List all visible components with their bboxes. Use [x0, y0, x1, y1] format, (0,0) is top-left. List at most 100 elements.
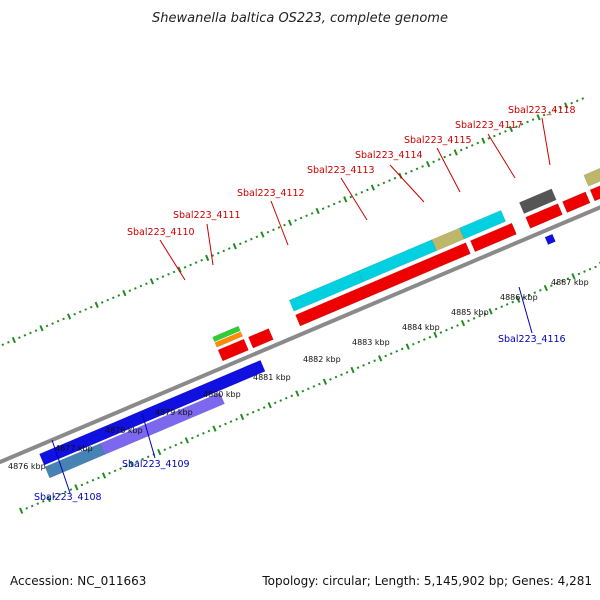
gene-label[interactable]: Sbal223_4112: [237, 188, 305, 199]
bottom-tick: [69, 488, 73, 491]
top-tick: [172, 270, 176, 274]
bottom-tick: [550, 284, 553, 287]
top-tick: [377, 183, 380, 187]
bottom-tick: [571, 273, 576, 280]
top-tick: [321, 207, 325, 211]
bottom-tick: [224, 422, 227, 426]
bottom-tick: [146, 455, 150, 459]
gene-leader-line: [270, 200, 289, 246]
bottom-tick: [467, 319, 470, 323]
top-tick: [332, 202, 336, 206]
bottom-tick: [356, 366, 360, 370]
top-tick: [67, 313, 72, 320]
bottom-tick: [119, 467, 122, 470]
bottom-tick: [257, 408, 260, 412]
bottom-tick: [378, 355, 383, 362]
bottom-tick: [539, 289, 542, 292]
bottom-tick: [384, 354, 387, 358]
gene-leader-line: [518, 286, 533, 334]
bottom-tick: [129, 460, 134, 467]
bottom-tick: [295, 390, 300, 397]
top-tick: [34, 329, 38, 332]
top-tick: [189, 263, 192, 267]
gene-label[interactable]: Sbal223_4115: [404, 135, 472, 146]
top-tick: [327, 205, 330, 208]
top-tick: [194, 261, 198, 264]
bottom-tick: [212, 425, 217, 432]
gene-label[interactable]: Sbal223_4118: [508, 105, 576, 116]
gene-label[interactable]: Sbal223_4117: [455, 120, 523, 131]
kbp-labels: 4876 kbp 4877 kbp 4878 kbp 4879 kbp 4880 kbp…: [8, 278, 589, 471]
bottom-tick: [500, 305, 503, 309]
gene-label[interactable]: Sbal223_4108: [34, 492, 102, 503]
feature-green-block: [212, 325, 241, 343]
bottom-tick: [163, 448, 167, 452]
gene-4117-top-block: [519, 188, 557, 214]
kbp-label: 4877 kbp: [55, 444, 93, 453]
gene-label[interactable]: Sbal223_4114: [355, 150, 423, 161]
gene-leader-line: [159, 239, 186, 281]
top-tick: [73, 312, 76, 316]
gene-label[interactable]: Sbal223_4109: [122, 459, 190, 470]
gene-label[interactable]: Sbal223_4116: [498, 334, 566, 345]
bottom-tick: [307, 387, 310, 391]
bottom-tick: [516, 296, 521, 303]
bottom-tick: [483, 312, 487, 316]
bottom-tick: [561, 279, 564, 283]
top-tick: [453, 149, 458, 156]
gene-label[interactable]: Sbal223_4113: [307, 165, 375, 176]
top-tick: [481, 137, 486, 144]
kbp-label: 4879 kbp: [155, 408, 193, 417]
top-tick: [531, 118, 535, 121]
gene-labels: Sbal223_4108 Sbal223_4109 Sbal223_4110 Sbal…: [34, 105, 576, 503]
top-tick: [553, 108, 557, 112]
top-tick: [520, 122, 524, 126]
bottom-tick: [108, 471, 111, 475]
bottom-tick: [207, 429, 211, 433]
bottom-tick: [423, 338, 426, 341]
bottom-tick: [80, 483, 84, 487]
top-tick: [78, 310, 82, 314]
gene-label[interactable]: Sbal223_4110: [127, 227, 195, 238]
bottom-tick: [417, 340, 421, 344]
kbp-label: 4886 kbp: [500, 293, 538, 302]
bottom-tick: [19, 507, 24, 514]
bottom-tick: [202, 432, 205, 435]
top-tick: [1, 343, 5, 346]
bottom-tick: [588, 267, 592, 271]
kbp-label: 4883 kbp: [352, 338, 390, 347]
bottom-tick: [262, 406, 266, 409]
topology-text: Topology: circular; Length: 5,145,902 bp…: [261, 574, 592, 588]
top-tick: [145, 282, 148, 286]
top-tick: [239, 242, 242, 246]
top-tick: [283, 223, 286, 227]
kbp-label: 4887 kbp: [551, 278, 589, 287]
bottom-tick: [168, 446, 172, 449]
bottom-tick: [246, 413, 249, 416]
gene-label[interactable]: Sbal223_4111: [173, 210, 241, 221]
gene-4117-block: [525, 203, 563, 229]
top-tick: [354, 193, 358, 196]
top-tick: [476, 141, 480, 145]
bottom-tick: [555, 281, 559, 285]
bottom-tick: [478, 314, 481, 318]
top-tick: [465, 146, 469, 150]
bottom-tick: [494, 307, 498, 311]
top-tick: [106, 298, 110, 302]
top-tick: [294, 219, 297, 222]
top-tick: [459, 148, 463, 152]
top-tick: [575, 99, 579, 103]
top-tick: [421, 165, 424, 168]
kbp-label: 4884 kbp: [402, 323, 440, 332]
gene-4118-top-block: [583, 159, 600, 187]
bottom-tick: [74, 484, 79, 491]
bottom-tick: [594, 265, 597, 269]
gene-4114-block: [437, 242, 471, 266]
bottom-tick: [174, 443, 178, 447]
gene-leader-line: [51, 439, 71, 494]
bottom-tick: [273, 401, 277, 405]
top-tick: [149, 278, 155, 285]
top-tick: [315, 207, 320, 215]
top-tick: [100, 301, 104, 304]
bottom-tick: [239, 413, 245, 421]
